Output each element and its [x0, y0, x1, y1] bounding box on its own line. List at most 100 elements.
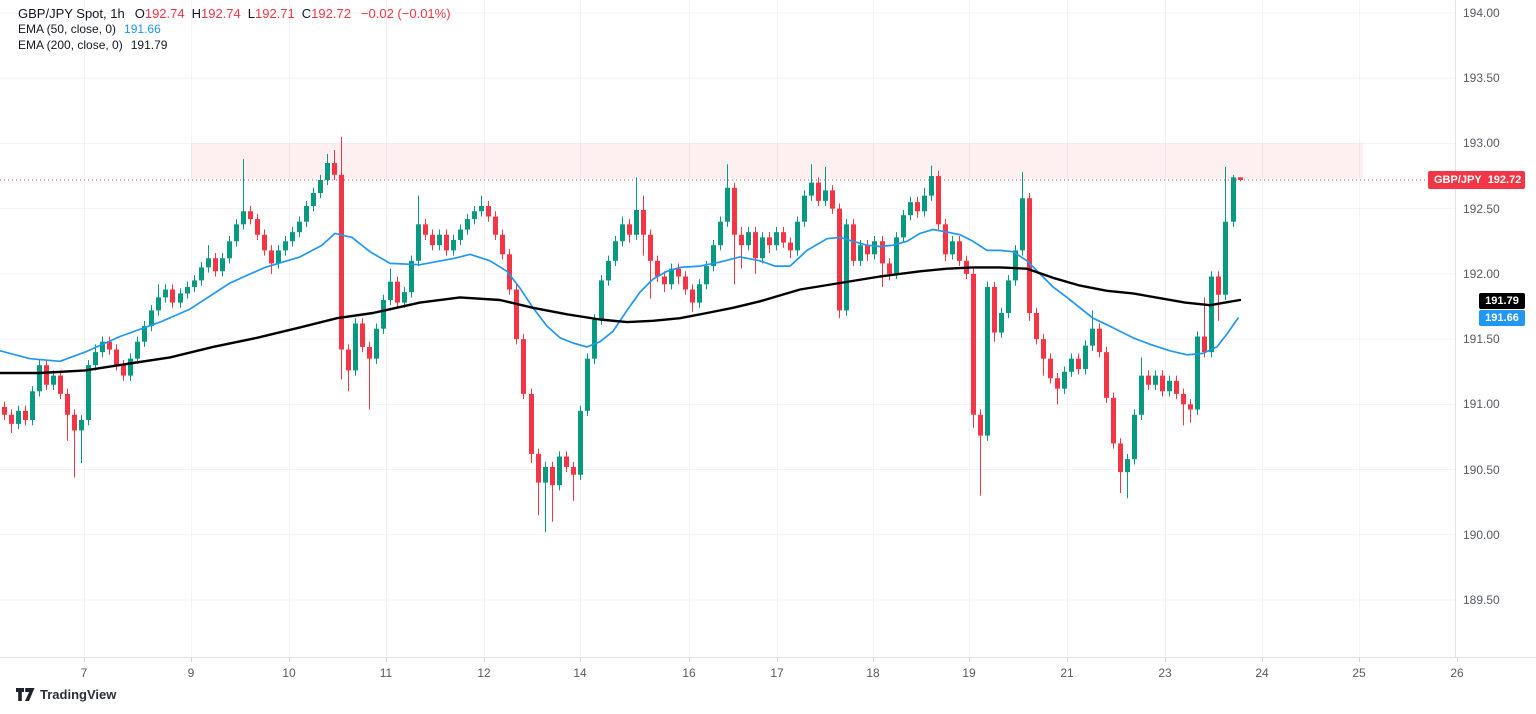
time-tickmark — [289, 658, 290, 662]
time-tick-label: 23 — [1158, 666, 1172, 680]
candle — [170, 284, 175, 308]
time-tick-label: 25 — [1352, 666, 1366, 680]
candle — [662, 271, 667, 293]
candle — [767, 232, 772, 254]
candle — [606, 255, 611, 286]
candle — [1027, 193, 1032, 321]
tradingview-logo[interactable]: TradingView — [16, 687, 116, 702]
candle — [107, 336, 112, 355]
candle — [304, 200, 309, 227]
candle — [2, 401, 7, 420]
candle — [465, 213, 470, 235]
candle — [199, 262, 204, 286]
time-tickmark — [386, 658, 387, 662]
symbol-legend-row[interactable]: GBP/JPY Spot, 1h O192.74 H192.74 L192.71… — [18, 6, 451, 21]
candle — [44, 359, 49, 390]
candle — [950, 236, 955, 260]
candle — [627, 219, 632, 243]
candle — [1006, 275, 1011, 319]
candle — [971, 268, 976, 428]
candle — [536, 448, 541, 516]
candle — [550, 461, 555, 522]
candle — [58, 370, 63, 400]
candle — [65, 388, 70, 441]
symbol-title: GBP/JPY Spot, 1h — [18, 6, 125, 21]
candle — [1153, 370, 1158, 390]
candle — [234, 219, 239, 247]
candle — [135, 336, 140, 364]
candle — [444, 229, 449, 256]
candle — [437, 229, 442, 251]
candle — [901, 209, 906, 243]
candle — [985, 281, 990, 441]
time-tick-label: 17 — [770, 666, 784, 680]
ema50-price-badge: 191.66 — [1479, 310, 1525, 327]
candle — [858, 239, 863, 267]
candle — [290, 226, 295, 247]
candle — [9, 409, 14, 434]
time-tickmark — [777, 658, 778, 662]
candle — [529, 388, 534, 464]
candle — [381, 294, 386, 334]
candle — [416, 195, 421, 267]
candle — [100, 336, 105, 358]
candle — [683, 271, 688, 295]
high-label: H — [191, 6, 201, 21]
candle — [1132, 409, 1137, 465]
symbol-price-badge: GBP/JPY 192.72 — [1428, 170, 1525, 189]
candle — [227, 236, 232, 264]
candle — [423, 219, 428, 240]
candle — [978, 409, 983, 496]
close-label: C — [301, 6, 312, 21]
candle — [178, 288, 183, 308]
candle — [929, 165, 934, 201]
ema200-label: EMA (200, close, 0) — [18, 38, 123, 52]
time-tick-label: 18 — [866, 666, 880, 680]
ema50-line[interactable] — [0, 228, 1239, 363]
candle — [507, 249, 512, 295]
candle — [837, 203, 842, 319]
chart-plot-area[interactable]: GBP/JPY Spot, 1h O192.74 H192.74 L192.71… — [0, 0, 1455, 657]
candle — [844, 219, 849, 316]
resistance-zone[interactable] — [191, 143, 1363, 179]
candle — [430, 229, 435, 251]
candle — [1160, 370, 1165, 397]
candle — [781, 226, 786, 248]
candle — [149, 305, 154, 332]
candle — [816, 177, 821, 207]
ema50-legend-row[interactable]: EMA (50, close, 0) 191.66 — [18, 22, 451, 37]
candle — [697, 279, 702, 308]
ema50-value: 191.66 — [124, 22, 161, 36]
ema50-label: EMA (50, close, 0) — [18, 22, 117, 36]
time-tick-label: 14 — [573, 666, 587, 680]
candle — [1055, 373, 1060, 405]
time-tickmark — [1067, 658, 1068, 662]
price-tick-label: 192.00 — [1463, 266, 1500, 281]
candle — [851, 219, 856, 267]
candle — [493, 211, 498, 240]
ema200-line[interactable] — [0, 266, 1242, 375]
ema200-legend-row[interactable]: EMA (200, close, 0) 191.79 — [18, 38, 451, 53]
candle — [830, 185, 835, 214]
candle — [571, 461, 576, 501]
candle — [880, 236, 885, 287]
candle — [514, 284, 519, 345]
candle — [578, 405, 583, 480]
candle — [220, 253, 225, 277]
time-axis[interactable]: 7 9 10 11 12 14 16 17 18 19 21 23 24 25 26 — [0, 657, 1536, 714]
symbol-badge-price: 192.72 — [1487, 173, 1522, 186]
candle — [1118, 438, 1123, 494]
candle — [283, 236, 288, 256]
high-value: 192.74 — [201, 6, 241, 21]
candle — [213, 253, 218, 277]
candle — [458, 224, 463, 246]
candle — [936, 170, 941, 230]
candle — [711, 239, 716, 272]
candle — [788, 237, 793, 259]
price-chart-canvas[interactable] — [0, 0, 1455, 657]
candle — [1174, 375, 1179, 400]
candle — [72, 409, 77, 478]
candle — [613, 236, 618, 267]
price-axis[interactable]: 194.00 193.50 193.00 192.50 192.00 191.50 191.… — [1455, 0, 1536, 657]
